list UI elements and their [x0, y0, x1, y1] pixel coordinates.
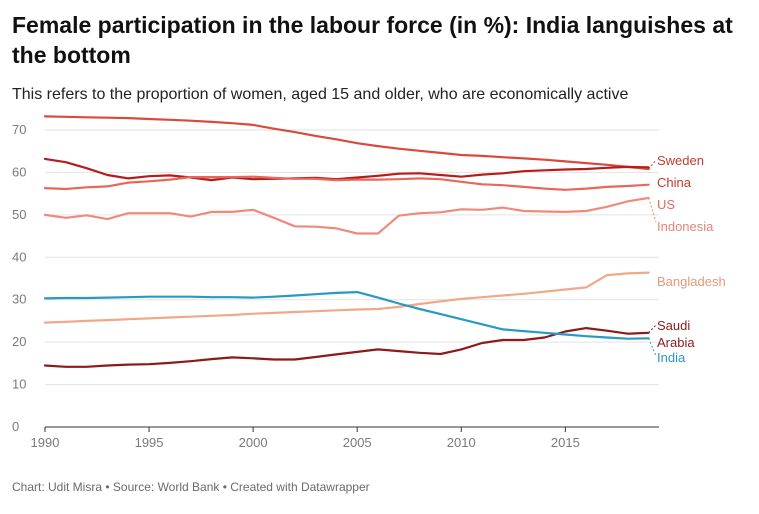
- y-tick-label: 10: [12, 377, 26, 392]
- y-tick-label: 30: [12, 292, 26, 307]
- label-leader-line: [648, 197, 657, 223]
- series-line-bangladesh: [43, 271, 650, 324]
- label-leader-line: [648, 324, 657, 334]
- series-label-china: China: [657, 175, 692, 190]
- series-label-indonesia: Indonesia: [657, 219, 714, 234]
- series-label-india: India: [657, 350, 686, 365]
- chart-footer: Chart: Udit Misra • Source: World Bank •…: [12, 480, 370, 494]
- series-line-india: [43, 291, 650, 340]
- series-line-indonesia: [43, 196, 650, 235]
- series-labels: Sweden China US Indonesia Bangladesh Saudi Ara…: [648, 153, 726, 365]
- label-leader-line: [648, 159, 657, 170]
- x-tick-label: 1995: [135, 435, 164, 450]
- x-tick-label: 2010: [447, 435, 476, 450]
- series-label-bangladesh: Bangladesh: [657, 274, 726, 289]
- grid-lines: [45, 129, 659, 428]
- y-tick-label: 50: [12, 207, 26, 222]
- series-line-china: [43, 157, 650, 182]
- series-label-sweden: Sweden: [657, 153, 704, 168]
- series-label-saudi: Saudi: [657, 318, 690, 333]
- y-tick-label: 60: [12, 164, 26, 179]
- series-label-arabia: Arabia: [657, 335, 695, 350]
- series-line-us: [43, 175, 650, 191]
- series-line-saudi-arabia: [43, 327, 650, 368]
- series-line-sweden: [43, 115, 650, 171]
- y-axis-ticks: 0 10 20 30 40 50 60 70: [12, 122, 26, 434]
- series-label-us: US: [657, 197, 675, 212]
- chart-title: Female participation in the labour force…: [12, 12, 733, 68]
- x-tick-label: 2000: [239, 435, 268, 450]
- y-tick-label: 70: [12, 122, 26, 137]
- x-axis-ticks: 1990 1995 2000 2005 2010 2015: [31, 427, 580, 450]
- chart-subtitle: This refers to the proportion of women, …: [12, 86, 629, 103]
- y-tick-label: 20: [12, 334, 26, 349]
- y-tick-label: 40: [12, 249, 26, 264]
- x-tick-label: 2015: [551, 435, 580, 450]
- series-lines: [43, 115, 650, 368]
- label-leader-line: [648, 338, 657, 357]
- x-tick-label: 1990: [31, 435, 60, 450]
- x-tick-label: 2005: [343, 435, 372, 450]
- y-tick-label: 0: [12, 419, 19, 434]
